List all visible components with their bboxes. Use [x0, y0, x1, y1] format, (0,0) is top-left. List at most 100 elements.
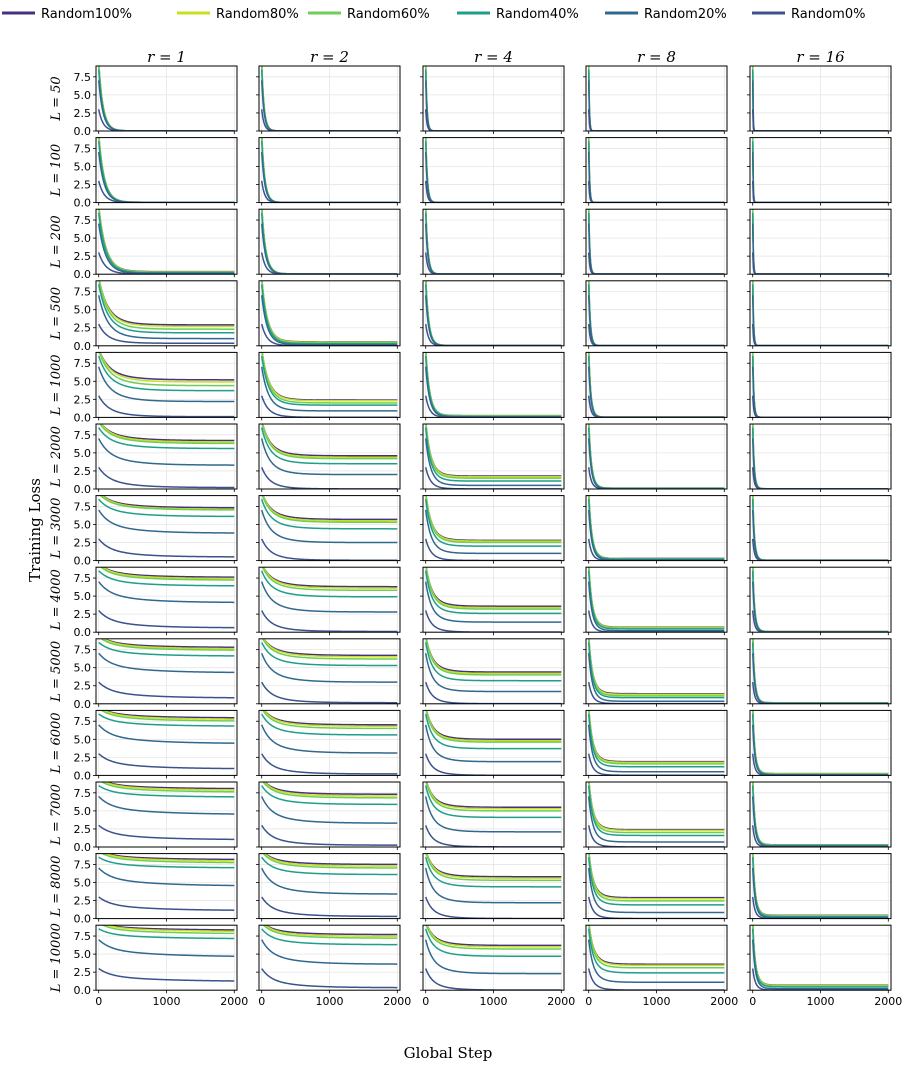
series-group: [424, 495, 562, 561]
subplot: [747, 65, 892, 134]
series-line: [262, 853, 398, 869]
series-line: [262, 925, 398, 939]
y-tick-label: 7.5: [74, 286, 92, 299]
series-line: [102, 638, 235, 648]
subplot: [420, 208, 565, 278]
series-group: [587, 853, 725, 919]
series-line: [261, 581, 398, 613]
series-line: [99, 352, 235, 381]
legend-label: Random40%: [496, 7, 579, 22]
series-line: [587, 570, 725, 630]
series-line: [424, 499, 562, 547]
series-line: [98, 641, 235, 657]
subplot: [747, 208, 892, 278]
subplot: [583, 495, 728, 564]
series-line: [588, 853, 725, 902]
subplot: [583, 853, 728, 922]
series-line: [260, 355, 398, 406]
series-line: [424, 713, 562, 750]
series-line: [261, 939, 398, 965]
series-line: [587, 796, 725, 843]
series-line: [425, 782, 562, 809]
y-tick-label: 5.0: [74, 805, 92, 818]
series-line: [425, 638, 562, 675]
series-line: [100, 424, 235, 443]
series-group: [260, 280, 398, 346]
series-line: [98, 939, 235, 957]
y-tick-label: 5.0: [74, 375, 92, 388]
subplot: [256, 137, 401, 206]
y-tick-label: 7.5: [74, 787, 92, 800]
series-line: [98, 395, 235, 418]
subplot: 0 1000 2000: [256, 924, 411, 1008]
series-line: [425, 782, 562, 812]
y-tick-label: 2.5: [74, 179, 92, 192]
series-line: [103, 710, 235, 719]
series-group: [98, 495, 235, 558]
subplot: [583, 423, 728, 492]
series-group: [261, 925, 398, 989]
column-title: r = 16: [796, 48, 845, 66]
x-tick-label: 2000: [874, 995, 902, 1008]
series-line: [98, 581, 235, 604]
series-line: [103, 853, 235, 862]
series-group: [97, 280, 235, 345]
y-tick-label: 2.5: [74, 537, 92, 550]
y-tick-label: 0.0: [74, 268, 92, 281]
series-line: [588, 925, 725, 967]
series-line: [98, 509, 235, 534]
y-tick-label: 2.5: [74, 608, 92, 621]
series-line: [100, 782, 235, 793]
series-line: [260, 366, 398, 412]
y-tick-label: 5.0: [74, 662, 92, 675]
row-label: L = 50: [49, 76, 64, 121]
subplot: [583, 781, 728, 850]
series-line: [261, 867, 398, 895]
y-tick-label: 0.0: [74, 769, 92, 782]
y-tick-label: 7.5: [74, 214, 92, 227]
subplot: [583, 208, 728, 278]
series-line: [262, 638, 398, 657]
x-tick-label: 0: [749, 995, 756, 1008]
series-line: [261, 424, 398, 457]
series-line: [587, 581, 725, 632]
panel-grid: L = 50 0.0 2.5 5.0 7.5 L = 100 0.0 2.5 5.0 7.5 L =…: [49, 65, 902, 1008]
series-line: [260, 427, 398, 465]
y-axis-title: Training Loss: [26, 478, 44, 582]
subplot: [256, 853, 401, 922]
series-line: [98, 824, 235, 841]
series-line: [425, 567, 562, 607]
series-line: [424, 867, 562, 904]
subplot: [747, 853, 892, 922]
subplot: 0.0 2.5 5.0 7.5: [74, 208, 238, 281]
series-line: [424, 438, 562, 487]
series-line: [261, 824, 398, 846]
series-line: [262, 710, 398, 730]
y-tick-label: 5.0: [74, 518, 92, 531]
y-tick-label: 0.0: [74, 698, 92, 711]
row-label: L = 7000: [49, 784, 64, 846]
series-line: [98, 352, 235, 387]
series-line: [263, 710, 398, 726]
series-line: [261, 424, 398, 458]
subplot: [583, 638, 728, 707]
y-tick-label: 5.0: [74, 733, 92, 746]
series-line: [260, 498, 398, 530]
series-line: [588, 853, 725, 900]
subplot: [256, 65, 401, 134]
series-line: [261, 713, 398, 736]
series-line: [262, 638, 398, 658]
series-line: [98, 570, 235, 587]
series-line: [261, 896, 398, 918]
y-tick-label: 2.5: [74, 322, 92, 335]
series-line: [98, 967, 235, 982]
series-line: [261, 856, 398, 876]
series-line: [425, 424, 562, 478]
subplot: [256, 566, 401, 636]
subplot: [256, 495, 401, 564]
series-line: [424, 939, 562, 975]
series-line: [260, 284, 398, 345]
y-tick-label: 7.5: [74, 500, 92, 513]
series-line: [260, 295, 398, 346]
